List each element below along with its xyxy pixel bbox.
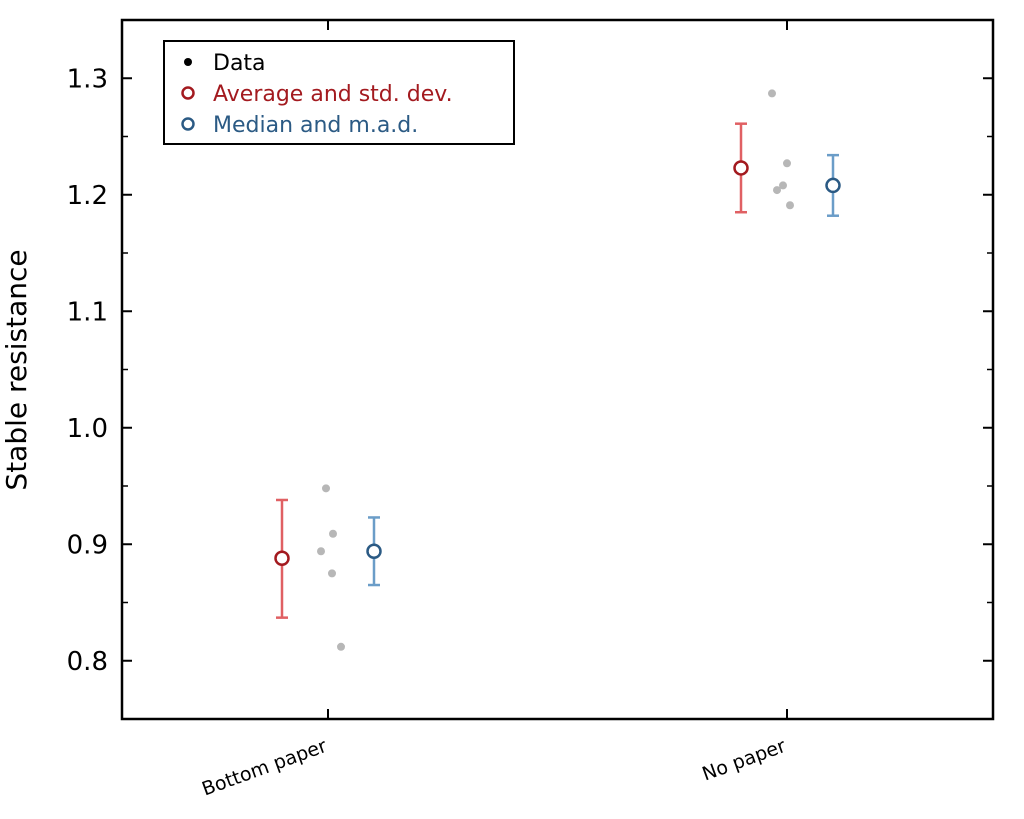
x-category-label: No paper — [699, 735, 789, 786]
y-tick-label: 0.9 — [67, 530, 108, 560]
data-point — [328, 569, 336, 578]
median-marker — [825, 177, 841, 194]
data-point — [773, 186, 781, 195]
data-point — [786, 201, 794, 210]
data-point — [322, 484, 330, 493]
legend-dot-marker — [184, 58, 192, 66]
legend-label: Data — [213, 51, 266, 76]
plot-content — [274, 89, 841, 651]
data-point — [329, 529, 337, 538]
plot-frame — [120, 18, 995, 721]
data-point — [337, 642, 345, 651]
y-tick-label: 1.2 — [67, 181, 108, 211]
x-category-label: Bottom paper — [199, 735, 330, 801]
y-axis-title: Stable resistance — [0, 249, 33, 490]
legend-box — [163, 40, 515, 145]
y-axis: 0.8 0.9 1.0 1.1 1.2 1.3 — [67, 64, 993, 720]
average-marker — [274, 550, 290, 566]
legend-label: Average and std. dev. — [213, 82, 453, 107]
average-marker — [733, 160, 749, 176]
data-point — [783, 159, 791, 168]
median-marker — [366, 543, 382, 559]
data-point — [779, 181, 787, 190]
y-tick-label: 1.0 — [67, 414, 108, 444]
legend-circle-marker — [181, 117, 195, 131]
y-tick-label: 0.8 — [67, 647, 108, 677]
y-tick-label: 1.3 — [67, 64, 108, 94]
legend-label: Median and m.a.d. — [213, 113, 418, 138]
y-tick-label: 1.1 — [67, 297, 108, 327]
data-point — [768, 89, 776, 98]
legend: Data Average and std. dev. Median and m.a.… — [163, 40, 515, 145]
legend-circle-marker — [181, 86, 195, 100]
data-point — [317, 547, 325, 556]
